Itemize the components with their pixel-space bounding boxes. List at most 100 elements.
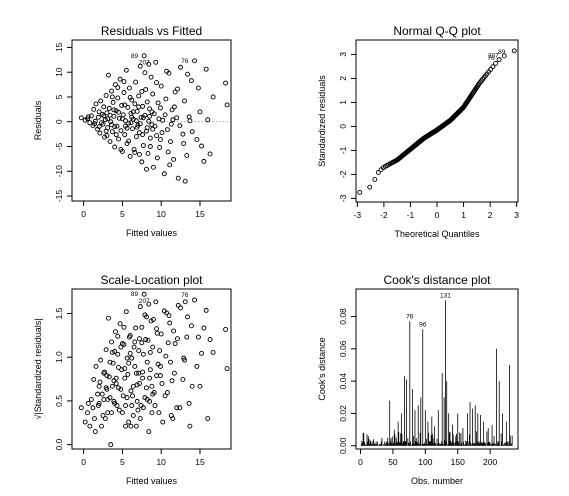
data-point <box>205 416 211 421</box>
data-point <box>123 67 129 73</box>
data-point <box>357 189 363 195</box>
x-tick-label: 0 <box>435 210 440 220</box>
data-point <box>88 113 94 119</box>
data-point <box>181 141 187 146</box>
data-point <box>87 423 93 429</box>
data-point <box>85 400 91 406</box>
point-label: 76 <box>181 292 189 299</box>
data-point <box>140 103 146 109</box>
x-tick-label: 5 <box>120 457 125 467</box>
x-axis-label: Fitted values <box>126 476 178 486</box>
data-point <box>102 117 108 123</box>
data-point <box>116 115 122 121</box>
y-tick-label: 10 <box>54 67 64 77</box>
data-point <box>132 101 138 107</box>
data-point <box>185 314 191 320</box>
data-point <box>171 104 177 110</box>
data-point <box>112 349 118 354</box>
data-point <box>145 150 151 156</box>
data-point <box>195 85 201 91</box>
data-point <box>119 116 125 122</box>
data-point <box>167 320 173 326</box>
data-point <box>181 355 187 361</box>
data-point <box>120 393 126 399</box>
data-point <box>144 385 149 391</box>
data-point <box>131 344 137 350</box>
data-point <box>152 403 158 408</box>
data-point <box>137 121 143 127</box>
data-point <box>157 137 163 143</box>
data-point <box>131 147 137 152</box>
data-point <box>147 367 153 373</box>
data-point <box>149 410 155 416</box>
data-point <box>189 383 195 389</box>
data-point <box>92 429 98 435</box>
data-point <box>149 383 155 389</box>
data-point <box>150 317 156 323</box>
data-point <box>136 348 142 354</box>
data-point <box>172 89 178 95</box>
y-tick-label: 0.00 <box>338 437 348 454</box>
data-point <box>119 102 125 108</box>
data-point <box>166 313 172 318</box>
data-point <box>154 80 159 86</box>
chart-title: Scale-Location plot <box>100 273 203 287</box>
data-point <box>87 120 93 126</box>
data-point <box>119 367 125 373</box>
y-tick-label: 15 <box>54 42 64 52</box>
data-point <box>130 109 136 115</box>
data-point <box>85 114 91 120</box>
y-tick-label: 0.5 <box>54 395 64 407</box>
data-point <box>147 375 153 381</box>
data-point <box>123 309 129 315</box>
data-point <box>103 347 109 353</box>
data-point <box>116 407 122 413</box>
data-point <box>367 184 373 190</box>
point-label: 207 <box>488 53 499 60</box>
data-point <box>182 98 187 104</box>
data-point <box>175 336 180 342</box>
data-point <box>116 365 121 370</box>
data-point <box>99 391 105 397</box>
data-point <box>187 423 193 429</box>
data-point <box>134 124 140 130</box>
data-point <box>128 120 134 126</box>
data-point <box>146 429 152 435</box>
data-point <box>139 340 145 346</box>
data-point <box>187 118 193 124</box>
plot-area <box>78 291 230 448</box>
x-tick-label: 3 <box>514 210 519 220</box>
data-point <box>145 337 151 343</box>
x-axis-label: Theoretical Quantiles <box>394 229 480 239</box>
data-point <box>511 48 517 54</box>
data-point <box>112 400 118 406</box>
data-point <box>129 403 135 408</box>
data-point <box>210 94 216 100</box>
data-point <box>197 383 203 389</box>
data-point <box>91 106 97 112</box>
plot-area <box>78 53 231 184</box>
data-point <box>154 326 159 332</box>
data-point <box>127 350 133 356</box>
data-point <box>133 325 139 331</box>
data-point <box>97 379 103 385</box>
data-point <box>171 156 177 162</box>
data-point <box>127 153 133 159</box>
data-point <box>113 375 119 381</box>
data-point <box>201 158 207 164</box>
y-tick-label: 3 <box>338 52 348 57</box>
point-label: 207 <box>139 59 150 66</box>
data-point <box>117 76 123 82</box>
data-point <box>205 117 211 123</box>
data-point <box>111 107 117 113</box>
data-point <box>150 391 156 397</box>
data-point <box>108 442 114 448</box>
y-tick-label: 1.5 <box>54 307 64 319</box>
data-point <box>140 375 146 381</box>
data-point <box>147 349 153 355</box>
data-point <box>147 135 153 141</box>
data-point <box>106 315 111 321</box>
data-point <box>135 407 141 413</box>
data-point <box>172 341 178 347</box>
data-point <box>130 126 135 132</box>
